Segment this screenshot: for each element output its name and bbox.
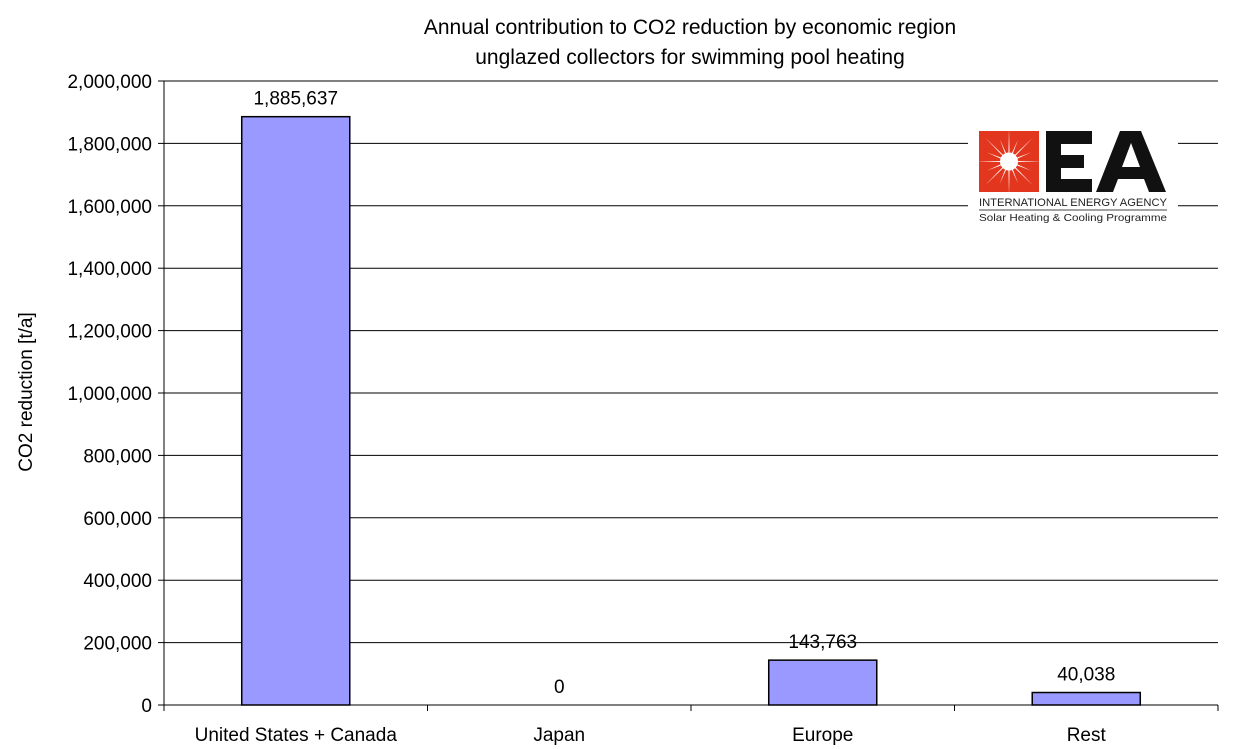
axis-layer: 0 200,000 400,000 600,000 800,000 1,000,000 1,… (67, 72, 1219, 746)
sun-ray (984, 166, 1004, 186)
sun-ray (1008, 127, 1010, 154)
sun-ray (986, 164, 1002, 171)
sun-ray (1016, 152, 1032, 159)
data-label: 1,885,637 (253, 89, 338, 110)
y-tick-label: 600,000 (83, 509, 152, 530)
bar-layer (240, 115, 1142, 706)
y-tick-label: 400,000 (83, 571, 152, 592)
logo-letter-e (1046, 131, 1092, 192)
label-layer: 1,885,637 0 143,763 40,038 (253, 89, 1115, 698)
data-label: 40,038 (1057, 665, 1115, 686)
sun-ray (1014, 137, 1034, 157)
sun-burst-icon (975, 127, 1043, 196)
sun-ray (999, 168, 1007, 184)
sun-ray (984, 137, 1004, 157)
x-tick-label: United States + Canada (195, 725, 398, 746)
chart-subtitle: unglazed collectors for swimming pool he… (475, 46, 905, 69)
sun-ray (1011, 168, 1019, 184)
sun-ray (1016, 164, 1032, 171)
sun-ray (1016, 160, 1043, 163)
logo-agency-name: INTERNATIONAL ENERGY AGENCY (979, 197, 1168, 209)
data-label: 0 (554, 677, 565, 698)
bar (240, 115, 351, 706)
y-axis-label: CO2 reduction [t/a] (16, 312, 37, 471)
data-label: 143,763 (788, 632, 857, 653)
chart-title: Annual contribution to CO2 reduction by … (424, 16, 956, 39)
sun-ray (999, 139, 1007, 155)
sun-ray (986, 152, 1002, 159)
bar (1031, 691, 1142, 706)
logo-letter-a (1096, 131, 1166, 192)
x-tick-label: Europe (792, 725, 853, 746)
y-tick-label: 0 (141, 696, 152, 717)
y-tick-label: 2,000,000 (67, 72, 152, 93)
sun-ray (975, 160, 1002, 163)
y-tick-label: 1,600,000 (67, 197, 152, 218)
y-tick-label: 200,000 (83, 634, 152, 655)
sun-ray (1008, 169, 1010, 196)
x-tick-label: Japan (533, 725, 585, 746)
iea-logo: INTERNATIONAL ENERGY AGENCY Solar Heatin… (968, 123, 1178, 231)
y-tick-label: 1,000,000 (67, 384, 152, 405)
y-tick-label: 800,000 (83, 446, 152, 467)
y-tick-label: 1,400,000 (67, 259, 152, 280)
sun-ray (1011, 139, 1019, 155)
x-tick-label: Rest (1067, 725, 1107, 746)
bar (767, 659, 878, 706)
logo-programme-name: Solar Heating & Cooling Programme (979, 212, 1167, 224)
sun-ray (1014, 166, 1034, 186)
y-tick-label: 1,800,000 (67, 134, 152, 155)
y-tick-label: 1,200,000 (67, 322, 152, 343)
